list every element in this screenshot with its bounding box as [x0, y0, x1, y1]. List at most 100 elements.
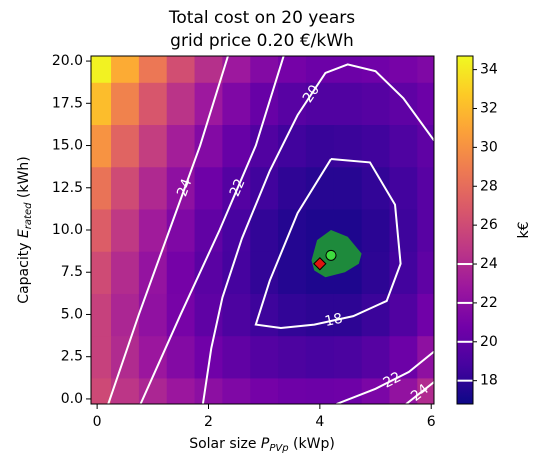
heatmap-cell	[305, 56, 335, 83]
heatmap-cell	[250, 166, 279, 210]
y-tick-label: 10.0	[52, 222, 83, 238]
heatmap-cell	[278, 335, 307, 379]
heatmap-cell	[250, 56, 279, 83]
heatmap-cell	[222, 124, 251, 168]
heatmap-cell	[111, 251, 140, 294]
heatmap-cell	[417, 82, 434, 126]
y-tick-label: 5.0	[61, 306, 83, 322]
x-axis-label: Solar size PPVp (kWp)	[189, 436, 335, 454]
heatmap-cell	[91, 82, 112, 126]
heatmap-cell	[138, 166, 168, 210]
heatmap-cell	[91, 208, 112, 252]
heatmap-cell	[111, 56, 140, 83]
heatmap-cell	[138, 377, 168, 404]
heatmap-cell	[250, 335, 279, 379]
heatmap-cell	[91, 335, 112, 379]
heatmap-cell	[305, 166, 335, 210]
heatmap-cell	[138, 208, 168, 252]
heatmap-cell	[111, 166, 140, 210]
colorbar-frame	[456, 55, 474, 405]
colorbar-tick-label: 18	[480, 373, 498, 389]
colorbar-tick-label: 30	[480, 139, 498, 155]
heatmap-cell	[389, 208, 418, 252]
colorbar-tick-label: 24	[480, 256, 498, 272]
y-label-subscript: rated	[23, 202, 34, 229]
heatmap-cell	[417, 293, 434, 337]
colorbar-label: k€	[516, 221, 532, 238]
contour-line	[336, 350, 434, 404]
colorbar-tick-label: 28	[480, 178, 498, 194]
heatmap-cell	[361, 293, 391, 337]
heatmap-cell	[166, 82, 196, 126]
y-tick-label: 2.5	[61, 349, 83, 365]
heatmap-cell	[361, 208, 391, 252]
x-label-unit: (kWp)	[289, 436, 335, 452]
x-tick-label: 2	[204, 414, 213, 430]
heatmap-cell	[417, 251, 434, 294]
chart-subtitle: grid price 0.20 €/kWh	[170, 31, 354, 51]
x-label-symbol: P	[261, 436, 270, 452]
heatmap-cell	[222, 335, 251, 379]
heatmap-cell	[222, 82, 251, 126]
contour-line	[405, 381, 434, 404]
heatmap-cell	[194, 124, 224, 168]
heatmap-cell	[166, 56, 196, 83]
heatmap-cell	[138, 56, 168, 83]
heatmap-cell	[333, 82, 363, 126]
heatmap-cell	[417, 124, 434, 168]
heatmap-cell	[250, 208, 279, 252]
contour-line	[139, 56, 285, 404]
heatmap-cell	[111, 208, 140, 252]
heatmap-cell	[361, 82, 391, 126]
y-label-symbol: E	[16, 229, 32, 238]
heatmap-cell	[194, 377, 224, 404]
y-axis-label: Capacity Erated (kWh)	[16, 156, 34, 303]
heatmap-cell	[194, 335, 224, 379]
heatmap-cell	[194, 251, 224, 294]
heatmap-cell	[417, 208, 434, 252]
heatmap-cell	[305, 82, 335, 126]
y-tick-label: 17.5	[52, 95, 83, 111]
heatmap-cell	[389, 293, 418, 337]
optimum-marker	[313, 257, 327, 271]
heatmap-cell	[278, 208, 307, 252]
contour-line	[254, 158, 402, 329]
colorbar-tick-label: 20	[480, 334, 498, 350]
x-tick-label: 4	[315, 414, 324, 430]
heatmap-cell	[138, 124, 168, 168]
contour-label: 24	[174, 177, 195, 199]
heatmap-cell	[91, 293, 112, 337]
heatmap-cell	[194, 166, 224, 210]
y-label-unit: (kWh)	[16, 156, 32, 202]
heatmap-cell	[166, 124, 196, 168]
colorbar-tick-label: 22	[480, 295, 498, 311]
heatmap-cell	[389, 124, 418, 168]
colorbar-tick-label: 34	[480, 62, 498, 78]
contour-line	[201, 63, 434, 404]
x-tick-label: 0	[93, 414, 102, 430]
heatmap-cell	[361, 377, 391, 404]
contour-label: 18	[323, 311, 344, 330]
heatmap-cell	[111, 293, 140, 337]
y-tick-label: 12.5	[52, 180, 83, 196]
heatmap-cell	[389, 335, 418, 379]
optimum-marker	[325, 249, 337, 261]
heatmap-cell	[222, 251, 251, 294]
heatmap-cell	[278, 293, 307, 337]
heatmap-cell	[333, 335, 363, 379]
heatmap-cell	[250, 251, 279, 294]
y-tick-label: 20.0	[52, 53, 83, 69]
heatmap-cell	[417, 56, 434, 83]
heatmap-cell	[278, 166, 307, 210]
heatmap-cell	[278, 377, 307, 404]
x-tick-label: 6	[427, 414, 436, 430]
heatmap-cell	[389, 251, 418, 294]
heatmap-cell	[305, 293, 335, 337]
heatmap-cell	[278, 251, 307, 294]
chart-title: Total cost on 20 years	[168, 8, 355, 28]
heatmap-cell	[194, 208, 224, 252]
heatmap-cell	[278, 82, 307, 126]
heatmap-cell	[361, 251, 391, 294]
y-tick-label: 0.0	[61, 391, 83, 407]
